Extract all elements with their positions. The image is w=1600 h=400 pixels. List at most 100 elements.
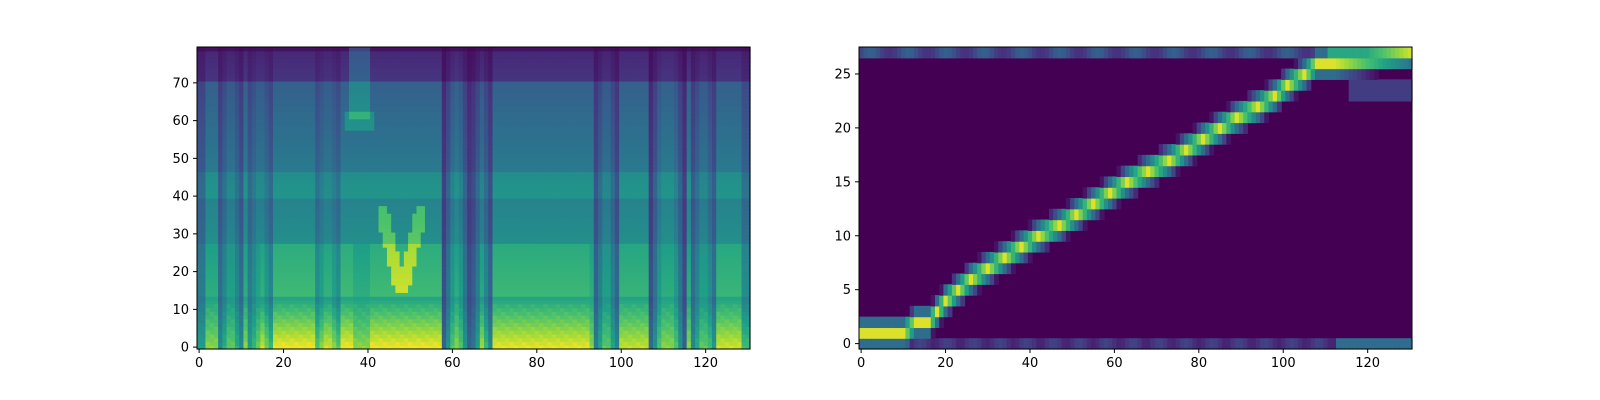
spectrogram-cell bbox=[298, 224, 304, 229]
spectrogram-cell bbox=[424, 326, 430, 331]
spectrogram-cell bbox=[222, 326, 228, 331]
spectrogram-cell bbox=[429, 341, 434, 346]
spectrogram-cell bbox=[429, 164, 434, 169]
spectrogram-cell bbox=[272, 54, 278, 59]
spectrogram-cell bbox=[310, 137, 316, 142]
spectrogram-cell bbox=[205, 330, 211, 335]
spectrogram-cell bbox=[403, 186, 409, 192]
spectrogram-cell bbox=[420, 175, 426, 180]
spectrogram-cell bbox=[302, 122, 308, 127]
spectrogram-cell bbox=[213, 99, 219, 105]
spectrogram-cell bbox=[310, 179, 316, 184]
spectrogram-cell bbox=[416, 262, 422, 267]
spectrogram-cell bbox=[226, 175, 232, 180]
spectrogram-cell bbox=[294, 50, 299, 56]
spectrogram-cell bbox=[289, 220, 295, 226]
spectrogram-cell bbox=[315, 311, 321, 316]
spectrogram-cell bbox=[365, 130, 371, 135]
spectrogram-cell bbox=[298, 133, 304, 139]
spectrogram-cell bbox=[386, 171, 392, 176]
spectrogram-cell bbox=[327, 330, 333, 335]
spectrogram-cell bbox=[209, 262, 215, 267]
spectrogram-cell bbox=[247, 292, 253, 297]
spectrogram-cell bbox=[433, 345, 439, 350]
spectrogram-cell bbox=[336, 137, 342, 142]
spectrogram-cell bbox=[222, 228, 228, 233]
spectrogram-cell bbox=[201, 103, 207, 108]
spectrogram-cell bbox=[213, 254, 219, 259]
spectrogram-cell bbox=[437, 213, 443, 218]
spectrogram-cell bbox=[454, 84, 460, 90]
spectrogram-cell bbox=[260, 318, 266, 324]
spectrogram-cell bbox=[433, 167, 439, 173]
spectrogram-cell bbox=[239, 152, 245, 158]
spectrogram-cell bbox=[441, 326, 447, 331]
spectrogram-cell bbox=[197, 235, 202, 241]
spectrogram-cell bbox=[218, 103, 223, 108]
spectrogram-cell bbox=[433, 311, 439, 316]
spectrogram-cell bbox=[361, 130, 367, 135]
spectrogram-cell bbox=[437, 345, 443, 350]
spectrogram-cell bbox=[416, 175, 422, 180]
spectrogram-cell bbox=[298, 330, 304, 335]
spectrogram-cell bbox=[218, 179, 223, 184]
spectrogram-cell bbox=[327, 299, 333, 305]
spectrogram-cell bbox=[298, 216, 304, 222]
spectrogram-cell bbox=[365, 322, 371, 327]
spectrogram-cell bbox=[454, 296, 460, 301]
spectrogram-cell bbox=[416, 164, 422, 169]
spectrogram-cell bbox=[408, 179, 413, 184]
spectrogram-cell bbox=[306, 311, 312, 316]
spectrogram-cell bbox=[264, 103, 270, 108]
spectrogram-cell bbox=[243, 186, 249, 192]
spectrogram-cell bbox=[323, 62, 329, 67]
spectrogram-cell bbox=[336, 92, 342, 97]
spectrogram-cell bbox=[289, 164, 295, 169]
spectrogram-cell bbox=[408, 137, 413, 142]
spectrogram-cell bbox=[226, 307, 232, 312]
spectrogram-cell bbox=[395, 164, 401, 169]
spectrogram-cell bbox=[424, 114, 430, 120]
spectrogram-cell bbox=[441, 148, 447, 154]
spectrogram-cell bbox=[209, 114, 215, 120]
spectrogram-cell bbox=[391, 114, 397, 120]
spectrogram-cell bbox=[344, 265, 350, 271]
spectrogram-cell bbox=[260, 111, 266, 116]
spectrogram-cell bbox=[239, 160, 245, 165]
spectrogram-cell bbox=[416, 333, 422, 339]
spectrogram-cell bbox=[319, 235, 325, 241]
spectrogram-cell bbox=[348, 62, 354, 67]
spectrogram-cell bbox=[348, 330, 354, 335]
spectrogram-cell bbox=[374, 333, 380, 339]
spectrogram-cell bbox=[277, 220, 283, 226]
spectrogram-cell bbox=[340, 194, 346, 199]
spectrogram-cell bbox=[272, 284, 278, 290]
spectrogram-cell bbox=[382, 133, 388, 139]
spectrogram-cell bbox=[277, 96, 283, 101]
spectrogram-cell bbox=[234, 77, 240, 82]
spectrogram-cell bbox=[205, 65, 211, 71]
spectrogram-cell bbox=[264, 62, 270, 67]
spectrogram-cell bbox=[348, 220, 354, 226]
spectrogram-cell bbox=[403, 54, 409, 59]
spectrogram-cell bbox=[386, 277, 392, 282]
spectrogram-cell bbox=[433, 322, 439, 327]
spectrogram-cell bbox=[391, 175, 397, 180]
spectrogram-cell bbox=[251, 73, 257, 78]
spectrogram-cell bbox=[218, 152, 223, 158]
spectrogram-cell bbox=[323, 341, 329, 346]
spectrogram-cell bbox=[281, 148, 287, 154]
spectrogram-cell bbox=[230, 247, 236, 252]
spectrogram-cell bbox=[403, 111, 409, 116]
spectrogram-cell bbox=[340, 333, 346, 339]
spectrogram-cell bbox=[382, 216, 388, 222]
spectrogram-cell bbox=[344, 126, 350, 131]
spectrogram-cell bbox=[348, 296, 354, 301]
spectrogram-cell bbox=[437, 62, 443, 67]
spectrogram-cell bbox=[382, 54, 388, 59]
spectrogram-cell bbox=[264, 111, 270, 116]
spectrogram-cell bbox=[446, 190, 451, 195]
spectrogram-cell bbox=[403, 269, 409, 275]
spectrogram-cell bbox=[357, 235, 363, 241]
spectrogram-cell bbox=[310, 194, 316, 199]
